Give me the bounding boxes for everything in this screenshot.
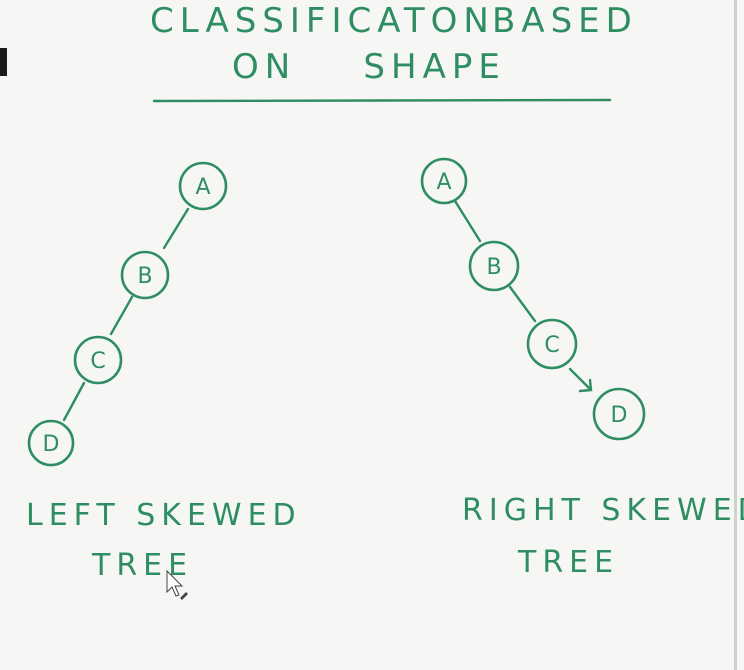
right-caption-line2: TREE xyxy=(517,545,619,580)
mouse-pointer-icon xyxy=(166,569,184,597)
title-underline xyxy=(152,98,612,103)
right-edge-c-d xyxy=(568,367,592,391)
right-edge-b-c xyxy=(508,285,537,323)
board-right-edge xyxy=(734,0,737,670)
right-node-d-label: D xyxy=(611,403,628,428)
right-node-d: D xyxy=(592,387,646,441)
right-node-a: A xyxy=(420,157,468,205)
right-caption-line1: RIGHT SKEWED xyxy=(462,493,744,528)
right-node-a-label: A xyxy=(436,170,451,195)
pen-tool-icon xyxy=(180,592,188,600)
left-node-b: B xyxy=(120,250,170,300)
left-node-c: C xyxy=(73,335,123,385)
left-node-b-label: B xyxy=(137,264,152,289)
right-node-c: C xyxy=(526,318,578,370)
left-node-d: D xyxy=(27,419,75,467)
right-node-b: B xyxy=(468,240,520,292)
right-node-c-label: C xyxy=(544,333,559,358)
right-node-b-label: B xyxy=(486,255,501,280)
left-edge-c-d xyxy=(62,381,86,422)
left-node-a: A xyxy=(178,161,228,211)
title-line1-left: CLASSIFICATON xyxy=(150,1,495,41)
right-edge-arrowhead xyxy=(578,378,593,393)
left-caption-line2: TREE xyxy=(91,548,193,583)
left-edge-b-c xyxy=(109,295,134,336)
left-edge-a-b xyxy=(162,207,190,250)
left-node-d-label: D xyxy=(43,432,60,457)
left-node-c-label: C xyxy=(90,349,105,374)
left-caption-line1: LEFT SKEWED xyxy=(26,498,302,533)
left-node-a-label: A xyxy=(195,175,210,200)
title-line1-right: BASED xyxy=(492,1,638,41)
window-edge-tab xyxy=(0,48,7,76)
right-edge-a-b xyxy=(453,199,482,243)
title-line2: ON SHAPE xyxy=(232,47,506,87)
